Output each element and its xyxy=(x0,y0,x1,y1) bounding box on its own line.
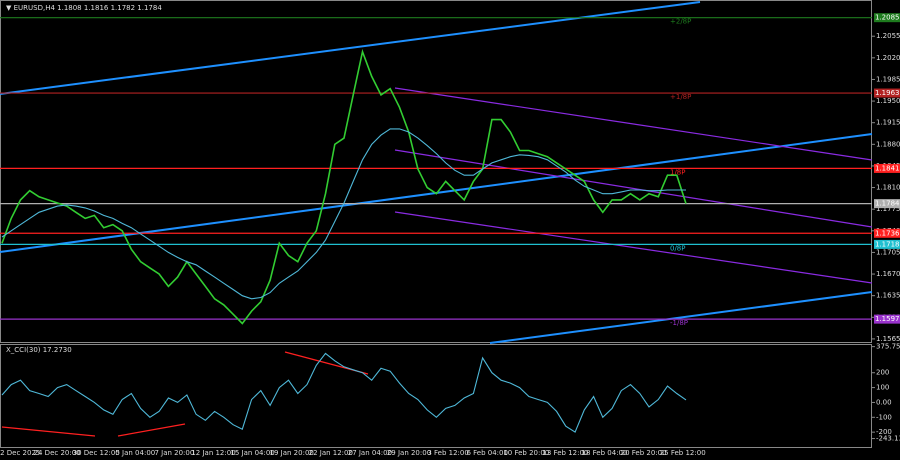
level-tag: +1/8P xyxy=(670,93,691,101)
level-box xyxy=(874,314,900,324)
x-tick-label: 27 Jan 04:00 xyxy=(348,449,392,457)
level-label: 1.1736 xyxy=(875,229,900,237)
series-line xyxy=(1,128,686,300)
x-tick-label: 5 Jan 04:00 xyxy=(115,449,155,457)
y-tick-label: 1.1880 xyxy=(876,140,900,148)
y-tick-label: -243.1388 xyxy=(876,435,900,443)
divergence-line xyxy=(117,423,186,437)
x-tick-label: 29 Jan 20:00 xyxy=(387,449,431,457)
y-tick-label: 1.1985 xyxy=(876,75,900,83)
main-frame xyxy=(0,0,872,343)
level-label: 1.1718 xyxy=(875,240,900,248)
x-tick-label: 19 Jan 20:00 xyxy=(270,449,314,457)
trend-line xyxy=(0,1,701,95)
level-label: 1.1784 xyxy=(875,200,900,208)
divergence-line xyxy=(1,426,96,437)
x-tick-label: 7 Jan 20:00 xyxy=(154,449,194,457)
y-tick-label: 1.1635 xyxy=(876,292,900,300)
y-tick-label: 1.1915 xyxy=(876,119,900,127)
trend-line xyxy=(489,291,873,344)
x-tick-label: 10 Feb 20:00 xyxy=(503,449,549,457)
series-line xyxy=(1,352,687,433)
level-box xyxy=(874,163,900,173)
cci-frame xyxy=(0,344,872,448)
y-tick-label: 0.00 xyxy=(876,398,892,406)
x-tick-label: 30 Dec 12:00 xyxy=(73,449,120,457)
x-tick-label: 15 Jan 04:00 xyxy=(230,449,274,457)
x-tick-label: 22 Jan 12:00 xyxy=(309,449,353,457)
x-tick-label: 24 Dec 20:00 xyxy=(34,449,81,457)
chart-title: ▼ EURUSD,H4 1.1808 1.1816 1.1782 1.1784 xyxy=(6,4,162,12)
channel-line xyxy=(394,211,873,284)
y-tick-label: 1.2020 xyxy=(876,54,900,62)
y-tick-label: 1.1950 xyxy=(876,97,900,105)
y-tick-label: 1.1810 xyxy=(876,184,900,192)
level-label: 1.1597 xyxy=(875,315,900,323)
channel-line xyxy=(394,87,873,161)
level-box xyxy=(874,13,900,23)
x-tick-label: 25 Feb 12:00 xyxy=(660,449,706,457)
series-line xyxy=(1,48,687,325)
level-tag: -1/8P xyxy=(670,319,688,327)
x-tick-label: 13 Feb 12:00 xyxy=(542,449,588,457)
y-tick-label: 1.1775 xyxy=(876,205,900,213)
level-label: 1.1841 xyxy=(875,164,900,172)
level-tag: 1/8P xyxy=(670,168,686,176)
x-tick-label: 3 Feb 12:00 xyxy=(427,449,468,457)
channel-line xyxy=(394,149,873,228)
level-tag: 0/8P xyxy=(670,244,686,252)
level-label: 1.1963 xyxy=(875,89,900,97)
x-tick-label: 20 Feb 20:00 xyxy=(621,449,667,457)
y-tick-label: 100 xyxy=(876,384,889,392)
indicator-title: X_CCI(30) 17.2730 xyxy=(6,346,72,354)
level-label: 1.2085 xyxy=(875,14,900,22)
x-tick-label: 22 Dec 2025 xyxy=(0,449,40,457)
level-box xyxy=(874,228,900,238)
y-tick-label: 200 xyxy=(876,369,889,377)
y-tick-label: -100 xyxy=(876,413,892,421)
level-box xyxy=(874,199,900,209)
y-tick-label: -200 xyxy=(876,428,892,436)
y-tick-label: 1.1705 xyxy=(876,248,900,256)
y-tick-label: 1.1565 xyxy=(876,335,900,343)
x-tick-label: 6 Feb 04:00 xyxy=(466,449,507,457)
level-tag: +2/8P xyxy=(670,18,691,26)
y-tick-label: 1.2055 xyxy=(876,32,900,40)
y-tick-label: 375.7568 xyxy=(876,343,900,351)
level-box xyxy=(874,88,900,98)
x-tick-label: 18 Feb 04:00 xyxy=(582,449,628,457)
x-tick-label: 12 Jan 12:00 xyxy=(191,449,235,457)
level-box xyxy=(874,239,900,249)
y-tick-label: 1.1670 xyxy=(876,270,900,278)
